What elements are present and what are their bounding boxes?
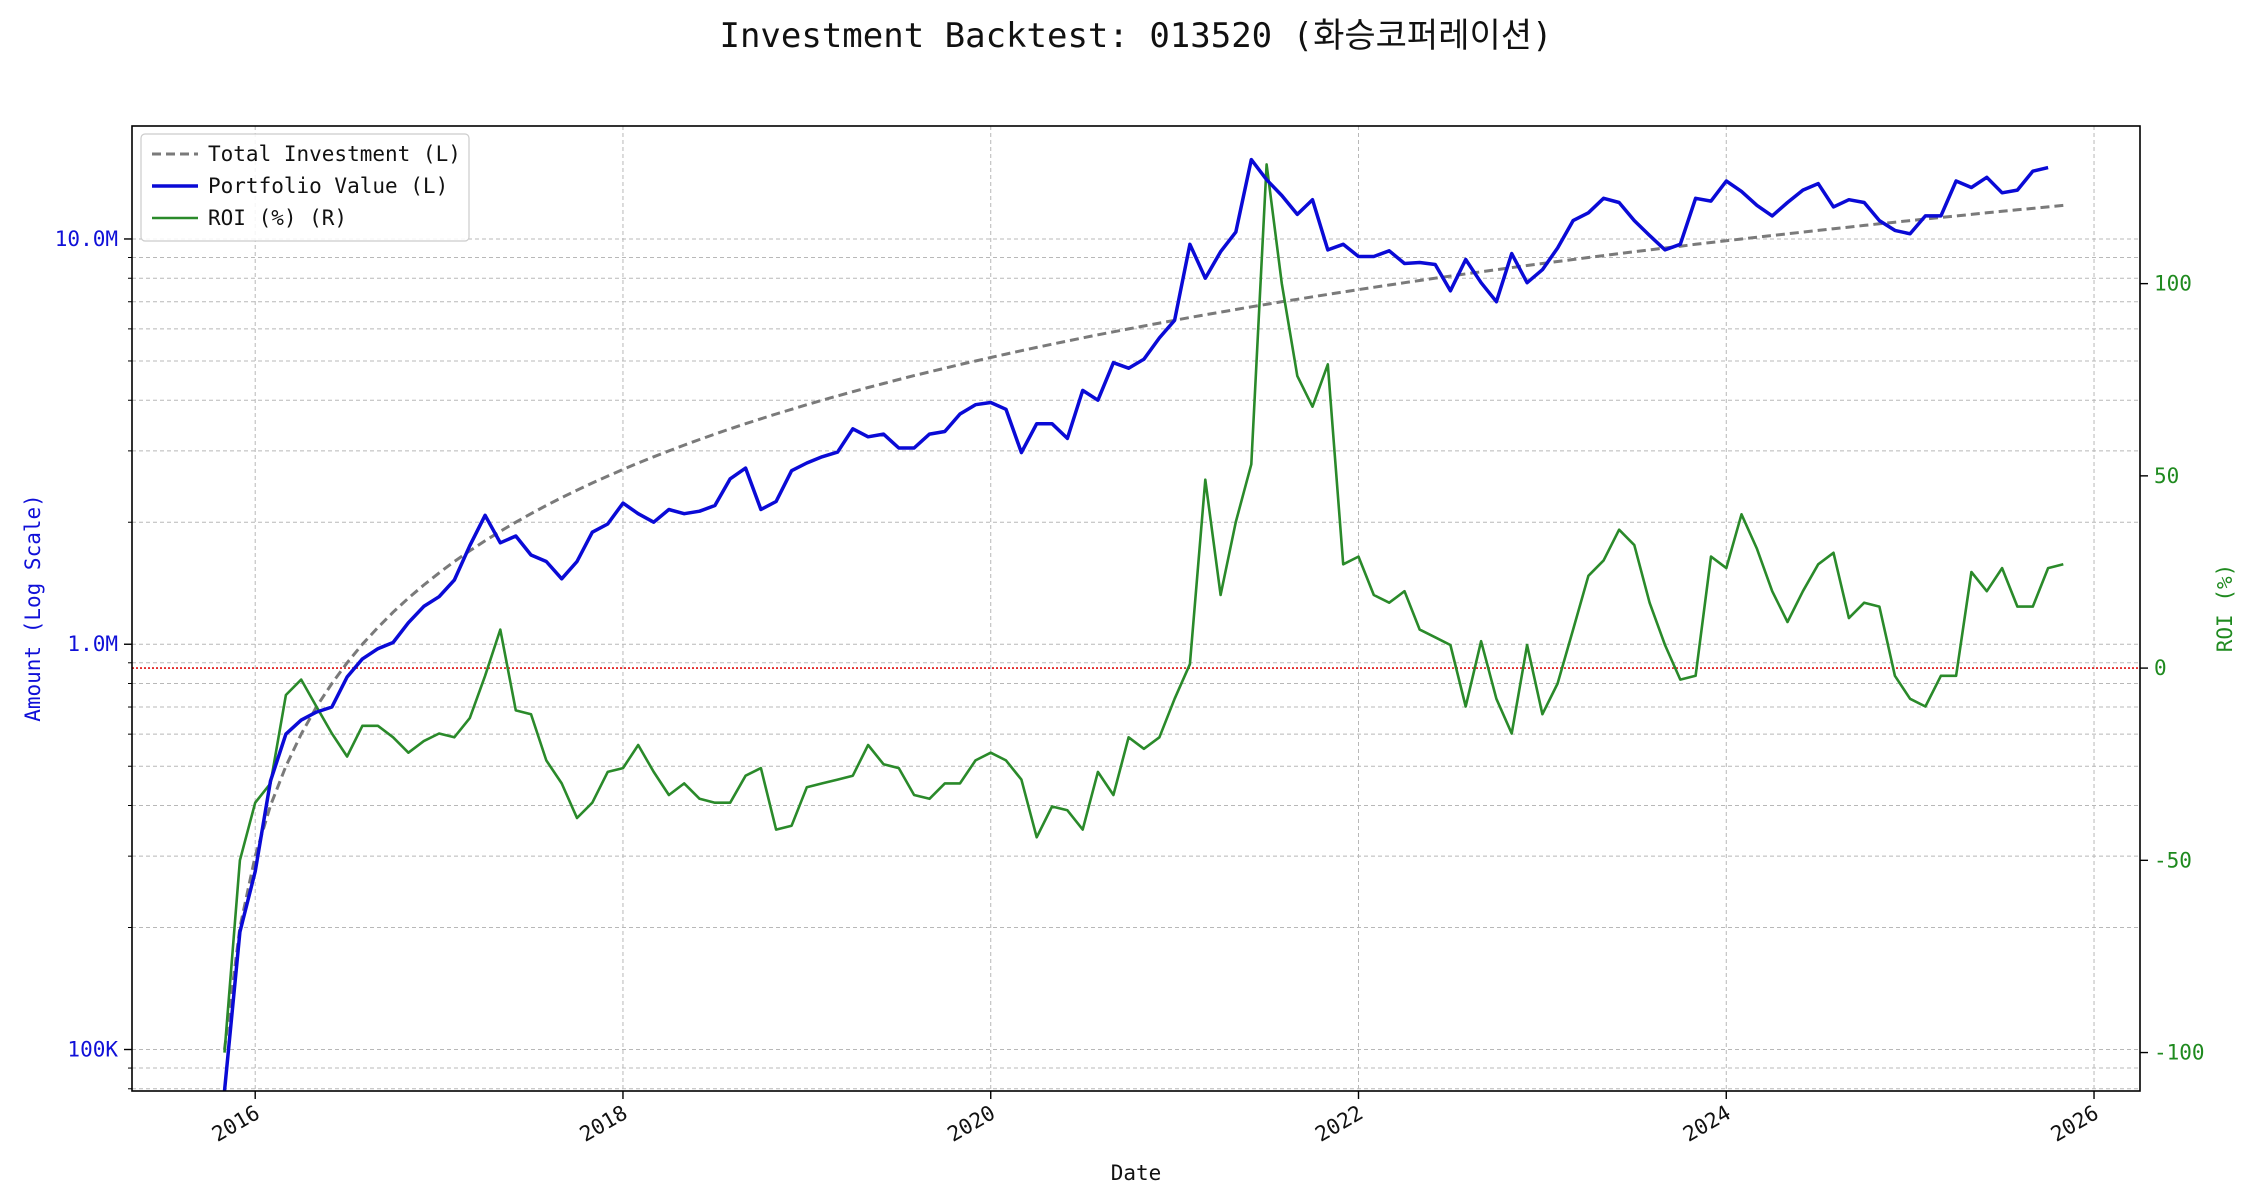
legend-box (140, 133, 470, 242)
right-tick-label: -50 (2154, 848, 2192, 872)
x-tick-label: 2026 (2047, 1101, 2103, 1147)
left-tick-label: 100K (67, 1038, 118, 1062)
right-tick-label: 100 (2154, 272, 2192, 296)
legend-label-portfolio: Portfolio Value (L) (208, 174, 448, 198)
left-tick-label: 1.0M (67, 632, 118, 656)
x-tick-label: 2024 (1679, 1101, 1735, 1147)
right-tick-label: 50 (2154, 464, 2179, 488)
chart-title: Investment Backtest: 013520 (화승코퍼레이션) (719, 16, 1552, 56)
plot-frame (131, 125, 2141, 1092)
left-axis-label: Amount (Log Scale) (21, 494, 45, 722)
left-axis: 100K 1.0M 10.0M (55, 227, 132, 1090)
right-tick-label: -100 (2154, 1041, 2205, 1065)
plot-series (222, 157, 2064, 1092)
x-tick-label: 2022 (1311, 1101, 1367, 1147)
x-tick-label: 2016 (208, 1101, 264, 1147)
right-axis-label: ROI (%) (2213, 564, 2237, 653)
roi-line (223, 163, 2064, 1053)
legend-label-roi: ROI (%) (R) (208, 206, 347, 230)
right-axis: -100 -50 0 50 100 (2140, 272, 2205, 1065)
investment-line (223, 203, 2064, 1050)
portfolio-value-line (222, 157, 2049, 1092)
legend-label-investment: Total Investment (L) (208, 142, 461, 166)
right-tick-label: 0 (2154, 656, 2167, 680)
legend: Total Investment (L) Portfolio Value (L)… (140, 133, 470, 242)
left-tick-label: 10.0M (55, 227, 118, 251)
x-tick-label: 2018 (576, 1101, 632, 1147)
x-axis-label: Date (1111, 1161, 1162, 1185)
x-tick-label: 2020 (943, 1101, 999, 1147)
grid (132, 126, 2140, 1091)
x-axis: 2016 2018 2020 2022 2024 2026 (208, 1091, 2103, 1147)
